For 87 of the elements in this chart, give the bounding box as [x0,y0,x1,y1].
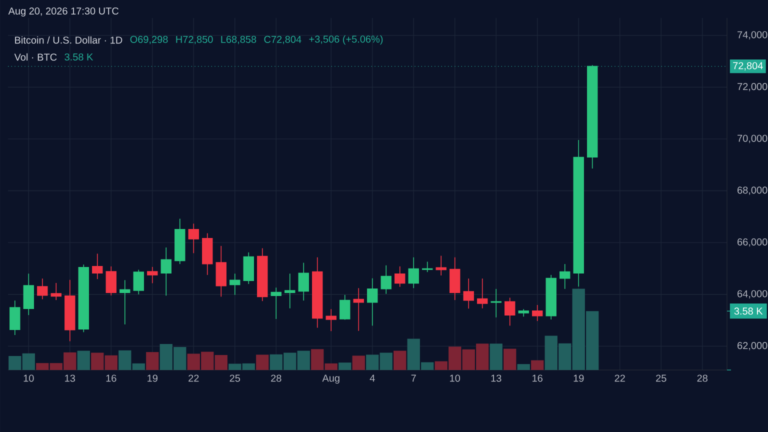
candlestick [367,278,378,326]
candlestick [37,278,48,300]
candlestick [560,264,570,290]
x-tick-label: 28 [271,374,282,382]
candlestick [422,261,433,272]
ref-line-label: 72,804 [733,62,763,70]
bar [394,350,406,370]
x-tick-label: 16 [532,374,542,382]
x-tick-label: 22 [188,374,199,382]
candlestick [120,280,130,325]
x-tick-label: 16 [106,374,116,382]
candlestick [532,304,543,322]
candlestick [284,273,296,309]
x-tick-label: Aug [322,374,340,384]
candlestick [133,269,144,295]
candlestick [78,264,89,333]
candlestick [518,308,529,318]
candlestick [450,256,460,300]
candlestick [147,266,158,284]
candlestick [188,223,199,254]
candlestick [106,266,116,296]
bar [77,350,90,370]
candlestick [202,232,213,276]
candlestick [340,294,350,320]
candlestick [477,278,488,309]
candlestick [490,288,502,318]
candlestick [257,248,268,302]
x-tick-label: 22 [614,374,625,382]
y-tick-label: 70,000 [738,134,768,144]
y-tick-label: 72,000 [738,83,768,92]
y-tick-label: 62,000 [738,342,768,350]
bar [352,356,365,370]
candlestick [174,218,186,264]
y2-tick-label: 3.58 K [734,308,763,315]
candlestick [408,256,419,289]
candlestick [298,262,309,301]
annotation: C72,804 [264,36,302,44]
x-tick-label: 25 [656,374,666,382]
y-tick-label: 66,000 [738,238,768,247]
bar [256,354,269,370]
x-tick-label: 19 [148,374,158,382]
x-tick-label: 4 [370,374,375,382]
x-tick-label: 13 [491,374,502,382]
candlestick [50,282,62,300]
candlestick [353,288,364,332]
candlestick [312,256,323,328]
annotation: 3.58 K [64,53,94,61]
candlestick [380,264,392,294]
bar [490,344,502,370]
candlestick [92,253,103,280]
annotation: H72,850 [176,36,213,44]
bar [517,364,530,370]
bar [531,360,544,370]
candlestick [573,140,584,287]
x-tick-label: 7 [411,374,416,382]
x-tick-label: 25 [230,374,240,382]
candlestick [230,273,240,296]
candlestick [463,278,474,309]
candlestick [587,64,598,169]
bar [338,362,352,370]
x-tick-label: 28 [697,374,708,382]
annotation: O69,298 [130,36,168,44]
bar [504,348,516,370]
candlestick [270,287,282,320]
y-tick-label: 74,000 [738,31,768,40]
candlestick [394,266,406,288]
candlestick [64,279,76,342]
candlestick [10,300,20,336]
y-tick-label: 68,000 [738,186,768,195]
x-tick-label: 19 [574,374,584,382]
annotation: L68,858 [221,36,256,44]
text: Vol · BTC [14,53,57,61]
candlestick [160,247,172,296]
candlestick [504,297,516,326]
candlestick [326,308,336,332]
candlestick [243,252,254,284]
bar [146,352,159,370]
text: Bitcoin / U.S. Dollar · 1D [15,36,122,44]
annotation: +3,506 (+5.06%) [309,35,383,45]
candlestick [23,273,34,316]
candlestick [546,274,556,320]
candlestick [216,246,226,298]
x-tick-label: 10 [450,374,460,382]
text: Aug 20, 2026 17:30 UTC [8,7,119,17]
x-tick-label: 10 [24,374,34,382]
y-tick-label: 64,000 [738,290,768,298]
x-tick-label: 13 [65,374,76,382]
